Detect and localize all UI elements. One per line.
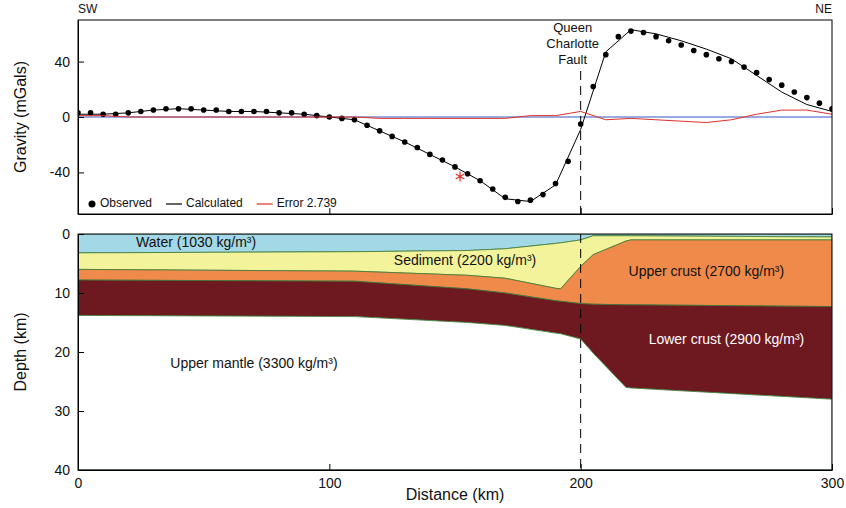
tick: 0: [62, 226, 84, 242]
fault-line: [580, 234, 581, 470]
legend-swatch: [257, 203, 273, 204]
layers: [78, 234, 832, 470]
tick-label: 40: [54, 54, 70, 70]
tick: 300: [821, 464, 845, 491]
point: [804, 95, 810, 101]
chart-root: Water (1030 kg/m³) Sediment (2200 kg/m³) U…: [0, 0, 846, 508]
tick-mark: [581, 208, 582, 214]
y-axis-title: Gravity (mGals): [12, 61, 29, 173]
tick: 40: [54, 54, 84, 70]
tick-mark: [78, 352, 84, 353]
tick-mark: [78, 470, 84, 471]
tick-mark: [78, 62, 84, 63]
annotation: QueenCharlotteFault: [546, 20, 599, 67]
tick-mark: [832, 464, 833, 470]
layer-label: Water (1030 kg/m³): [136, 234, 256, 250]
tick-mark: [581, 464, 582, 470]
tick-label: 0: [62, 109, 70, 125]
tick: 200: [569, 464, 593, 491]
x-axis-title: Distance (km): [406, 486, 505, 503]
tick-mark: [78, 117, 84, 118]
tick: [832, 208, 833, 214]
point: [188, 106, 194, 112]
point: [289, 110, 295, 116]
tick-mark: [78, 234, 84, 235]
point: [792, 89, 798, 95]
point: [88, 110, 94, 116]
tick-label: 10: [54, 285, 70, 301]
tick-label: 0: [75, 475, 83, 491]
point: [716, 56, 722, 62]
point: [779, 82, 785, 88]
axis-line: [79, 470, 833, 471]
tick-label: 300: [821, 475, 845, 491]
y-axis: 0 10 20 30 40: [54, 226, 84, 478]
direction-label: SW: [78, 2, 98, 16]
legend-swatch: [89, 201, 96, 208]
legend-label: Calculated: [186, 196, 243, 210]
point: [704, 52, 710, 58]
fault-line: [580, 71, 581, 214]
layer-label: Upper mantle (3300 kg/m³): [170, 355, 337, 371]
tick-label: 30: [54, 403, 70, 419]
tick-mark: [78, 172, 84, 173]
tick-mark: [832, 208, 833, 214]
tick-mark: [78, 293, 84, 294]
data-area: [78, 28, 832, 214]
series-line: [78, 30, 832, 202]
tick-label: 200: [569, 475, 593, 491]
point: [213, 107, 219, 113]
tick: 20: [54, 344, 84, 360]
tick-label: 0: [62, 226, 70, 242]
legend-label: Observed: [100, 196, 152, 210]
tick-label: 20: [54, 344, 70, 360]
figure: Water (1030 kg/m³) Sediment (2200 kg/m³) U…: [0, 0, 846, 508]
point: [264, 109, 270, 115]
tick-label: 100: [318, 475, 342, 491]
layer-label: Lower crust (2900 kg/m³): [649, 331, 805, 347]
series-line: [78, 110, 832, 122]
tick: 100: [318, 464, 342, 491]
tick-mark: [78, 411, 84, 412]
layer-label: Sediment (2200 kg/m³): [394, 252, 536, 268]
y-axis: -40 0 40: [50, 21, 84, 215]
tick-label: 40: [54, 462, 70, 478]
tick: 30: [54, 403, 84, 419]
legend-item: Error 2.739: [257, 196, 337, 210]
point: [163, 106, 169, 112]
point: [817, 100, 823, 106]
legend-label: Error 2.739: [277, 196, 337, 210]
tick: 40: [54, 462, 84, 478]
legend-item: Observed: [89, 196, 153, 210]
direction-label: NE: [815, 2, 832, 16]
legend-swatch: [166, 203, 182, 204]
axis-line: [79, 214, 833, 215]
point: [678, 42, 684, 48]
layer-label: Upper crust (2700 kg/m³): [629, 263, 785, 279]
point: [766, 77, 772, 83]
layer: [78, 315, 832, 470]
tick-label: -40: [50, 164, 70, 180]
plot-frame: [78, 20, 832, 214]
tick: 0: [62, 109, 84, 125]
plot-frame: [78, 234, 832, 470]
tick: [581, 208, 582, 214]
point: [666, 38, 672, 44]
point: [691, 48, 697, 54]
legend: Observed Calculated Error 2.739: [89, 196, 338, 210]
tick: 10: [54, 285, 84, 301]
point: [456, 172, 465, 182]
legend-item: Calculated: [166, 196, 243, 210]
y-axis-title: Depth (km): [12, 312, 29, 391]
tick: -40: [50, 164, 84, 180]
tick-mark: [329, 464, 330, 470]
